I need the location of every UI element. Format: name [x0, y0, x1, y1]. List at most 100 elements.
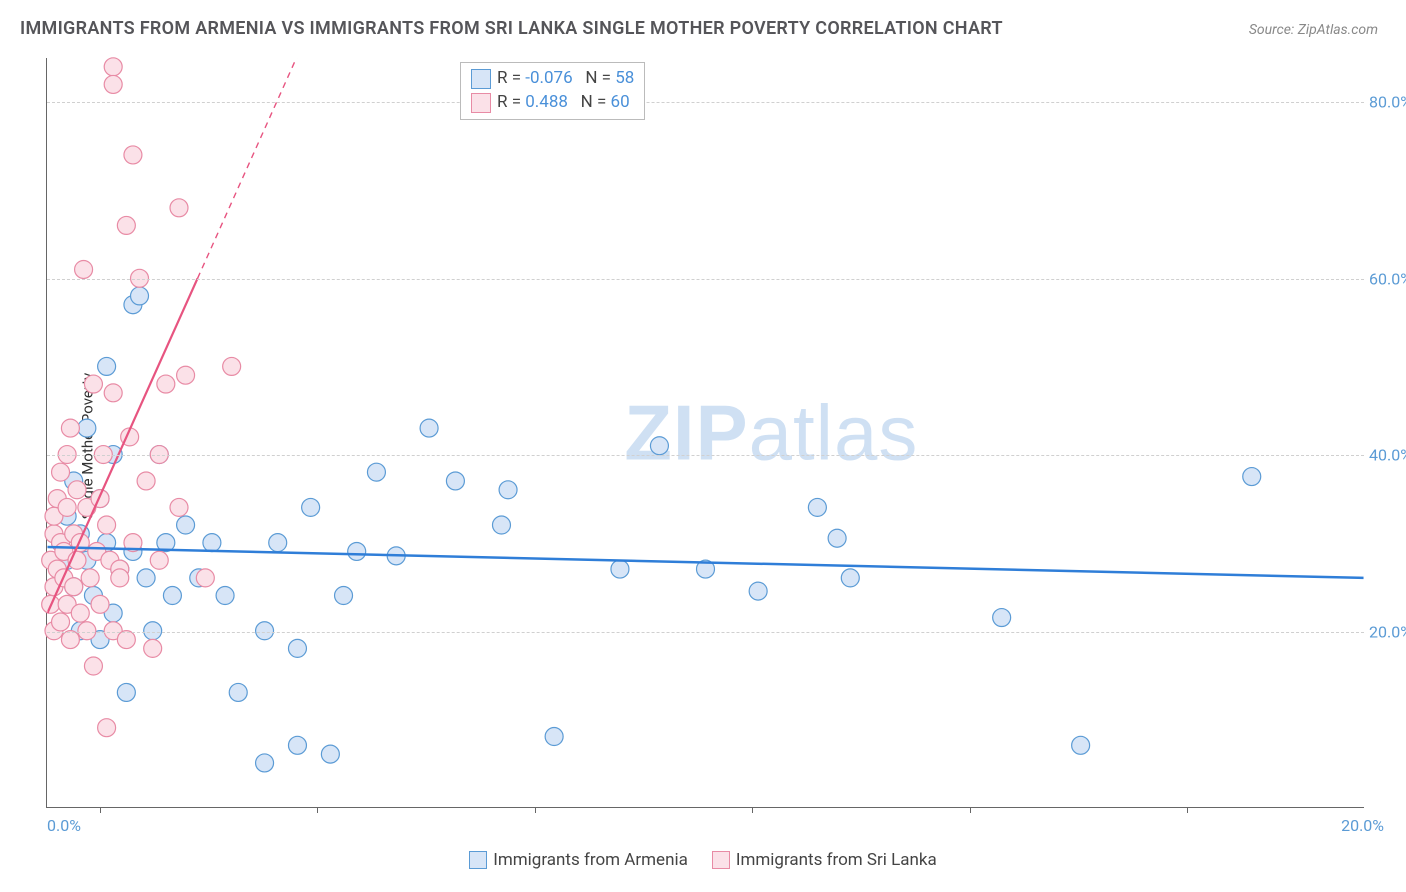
scatter-point: [302, 498, 320, 516]
legend-row: R = -0.076 N = 58: [471, 67, 634, 91]
scatter-point: [163, 587, 181, 605]
scatter-point: [367, 463, 385, 481]
y-tick-label: 60.0%: [1369, 269, 1406, 288]
series-legend-label: Immigrants from Sri Lanka: [736, 850, 937, 870]
chart-title: IMMIGRANTS FROM ARMENIA VS IMMIGRANTS FR…: [20, 18, 1003, 39]
x-tick: [1187, 807, 1188, 813]
scatter-point: [78, 419, 96, 437]
scatter-point: [420, 419, 438, 437]
scatter-point: [144, 639, 162, 657]
gridline: [47, 455, 1364, 456]
scatter-point: [71, 604, 89, 622]
scatter-point: [104, 58, 122, 76]
scatter-point: [52, 613, 70, 631]
x-tick: [317, 807, 318, 813]
scatter-point: [98, 516, 116, 534]
series-legend-item: Immigrants from Sri Lanka: [712, 850, 937, 870]
scatter-point: [61, 419, 79, 437]
source-citation: Source: ZipAtlas.com: [1249, 22, 1378, 38]
scatter-point: [58, 498, 76, 516]
scatter-point: [111, 569, 129, 587]
legend-row: R = 0.488 N = 60: [471, 91, 634, 115]
y-tick-label: 80.0%: [1369, 93, 1406, 112]
scatter-point: [216, 587, 234, 605]
scatter-point: [196, 569, 214, 587]
legend-swatch: [469, 851, 487, 869]
scatter-point: [348, 542, 366, 560]
gridline: [47, 279, 1364, 280]
x-tick: [752, 807, 753, 813]
scatter-point: [117, 683, 135, 701]
scatter-point: [61, 631, 79, 649]
gridline: [47, 102, 1364, 103]
scatter-point: [117, 216, 135, 234]
scatter-point: [104, 384, 122, 402]
scatter-point: [170, 498, 188, 516]
scatter-point: [321, 745, 339, 763]
scatter-point: [492, 516, 510, 534]
scatter-point: [84, 375, 102, 393]
scatter-point: [91, 490, 109, 508]
x-tick: [535, 807, 536, 813]
scatter-point: [150, 551, 168, 569]
scatter-point: [117, 631, 135, 649]
scatter-point: [131, 287, 149, 305]
scatter-point: [545, 728, 563, 746]
chart-svg: [47, 58, 1364, 807]
scatter-point: [1072, 736, 1090, 754]
scatter-point: [269, 534, 287, 552]
series-legend: Immigrants from Armenia Immigrants from S…: [0, 850, 1406, 874]
scatter-point: [288, 736, 306, 754]
scatter-point: [137, 472, 155, 490]
y-tick-label: 20.0%: [1369, 622, 1406, 641]
scatter-point: [104, 75, 122, 93]
trendline-dashed: [198, 0, 1364, 278]
legend-swatch: [471, 93, 491, 113]
scatter-point: [177, 366, 195, 384]
gridline: [47, 632, 1364, 633]
scatter-point: [65, 578, 83, 596]
correlation-legend: R = -0.076 N = 58R = 0.488 N = 60: [460, 62, 645, 120]
scatter-point: [229, 683, 247, 701]
x-tick-label-min: 0.0%: [47, 816, 81, 835]
scatter-point: [52, 463, 70, 481]
scatter-point: [170, 199, 188, 217]
plot-area: ZIPatlas 20.0%40.0%60.0%80.0%0.0%20.0%: [46, 58, 1364, 808]
scatter-point: [650, 437, 668, 455]
scatter-point: [98, 719, 116, 737]
scatter-point: [203, 534, 221, 552]
x-tick-label-max: 20.0%: [1341, 816, 1384, 835]
scatter-point: [68, 481, 86, 499]
scatter-point: [157, 375, 175, 393]
scatter-point: [1243, 468, 1261, 486]
scatter-point: [828, 529, 846, 547]
scatter-point: [177, 516, 195, 534]
scatter-point: [256, 754, 274, 772]
scatter-point: [91, 595, 109, 613]
scatter-point: [137, 569, 155, 587]
scatter-point: [98, 357, 116, 375]
scatter-point: [335, 587, 353, 605]
x-tick: [100, 807, 101, 813]
y-tick-label: 40.0%: [1369, 446, 1406, 465]
legend-stats: R = -0.076 N = 58: [497, 67, 634, 91]
legend-swatch: [471, 69, 491, 89]
series-legend-label: Immigrants from Armenia: [493, 850, 688, 870]
x-tick: [970, 807, 971, 813]
legend-swatch: [712, 851, 730, 869]
scatter-point: [808, 498, 826, 516]
scatter-point: [223, 357, 241, 375]
scatter-point: [81, 569, 99, 587]
scatter-point: [446, 472, 464, 490]
series-legend-item: Immigrants from Armenia: [469, 850, 688, 870]
scatter-point: [749, 582, 767, 600]
scatter-point: [499, 481, 517, 499]
scatter-point: [84, 657, 102, 675]
legend-stats: R = 0.488 N = 60: [497, 91, 630, 115]
scatter-point: [288, 639, 306, 657]
scatter-point: [75, 260, 93, 278]
scatter-point: [611, 560, 629, 578]
scatter-point: [841, 569, 859, 587]
scatter-point: [993, 609, 1011, 627]
scatter-point: [124, 146, 142, 164]
